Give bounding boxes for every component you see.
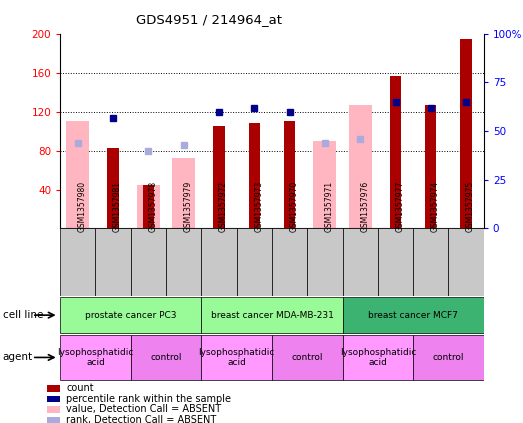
Bar (313, 141, 336, 228)
Bar (272, 228, 308, 296)
Text: GSM1357971: GSM1357971 (325, 181, 334, 232)
Bar (413, 335, 484, 380)
Text: control: control (291, 353, 323, 362)
Bar (248, 124, 260, 228)
Text: GSM1357978: GSM1357978 (149, 181, 157, 232)
Bar (307, 228, 343, 296)
Bar (425, 105, 437, 228)
Bar (343, 335, 413, 380)
Bar (95, 228, 131, 296)
Text: value, Detection Call = ABSENT: value, Detection Call = ABSENT (66, 404, 221, 415)
Text: GSM1357976: GSM1357976 (360, 181, 369, 232)
Bar (47, 417, 60, 423)
Text: control: control (150, 353, 182, 362)
Text: cell line: cell line (3, 310, 43, 320)
Text: GSM1357979: GSM1357979 (184, 181, 192, 232)
Text: GSM1357970: GSM1357970 (290, 181, 299, 232)
Text: GSM1357977: GSM1357977 (395, 181, 404, 232)
Bar (201, 297, 343, 333)
Text: GSM1357974: GSM1357974 (431, 181, 440, 232)
Bar (107, 148, 119, 228)
Text: percentile rank within the sample: percentile rank within the sample (66, 394, 231, 404)
Bar (236, 228, 272, 296)
Bar (47, 406, 60, 413)
Bar (47, 385, 60, 392)
Bar (201, 335, 272, 380)
Bar (213, 126, 225, 228)
Bar (131, 335, 201, 380)
Bar (143, 184, 154, 228)
Text: agent: agent (3, 352, 33, 363)
Text: prostate cancer PC3: prostate cancer PC3 (85, 310, 176, 320)
Bar (201, 228, 236, 296)
Text: GDS4951 / 214964_at: GDS4951 / 214964_at (136, 13, 282, 26)
Bar (284, 121, 295, 228)
Bar (343, 297, 484, 333)
Bar (60, 335, 131, 380)
Bar (47, 396, 60, 402)
Text: lysophosphatidic
acid: lysophosphatidic acid (57, 348, 134, 367)
Bar (413, 228, 449, 296)
Text: GSM1357975: GSM1357975 (466, 181, 475, 232)
Text: GSM1357981: GSM1357981 (113, 181, 122, 232)
Bar (137, 184, 160, 228)
Text: control: control (433, 353, 464, 362)
Bar (60, 297, 201, 333)
Bar (460, 39, 472, 228)
Bar (172, 158, 195, 228)
Bar (390, 76, 401, 228)
Text: GSM1357980: GSM1357980 (78, 181, 87, 232)
Bar (166, 228, 201, 296)
Text: breast cancer MDA-MB-231: breast cancer MDA-MB-231 (211, 310, 333, 320)
Bar (343, 228, 378, 296)
Text: rank, Detection Call = ABSENT: rank, Detection Call = ABSENT (66, 415, 217, 423)
Text: breast cancer MCF7: breast cancer MCF7 (368, 310, 458, 320)
Bar (378, 228, 413, 296)
Bar (60, 228, 95, 296)
Text: GSM1357972: GSM1357972 (219, 181, 228, 232)
Bar (272, 335, 343, 380)
Bar (349, 105, 372, 228)
Text: lysophosphatidic
acid: lysophosphatidic acid (339, 348, 416, 367)
Bar (66, 121, 89, 228)
Bar (449, 228, 484, 296)
Text: lysophosphatidic
acid: lysophosphatidic acid (198, 348, 275, 367)
Text: GSM1357973: GSM1357973 (254, 181, 263, 232)
Bar (131, 228, 166, 296)
Text: count: count (66, 383, 94, 393)
